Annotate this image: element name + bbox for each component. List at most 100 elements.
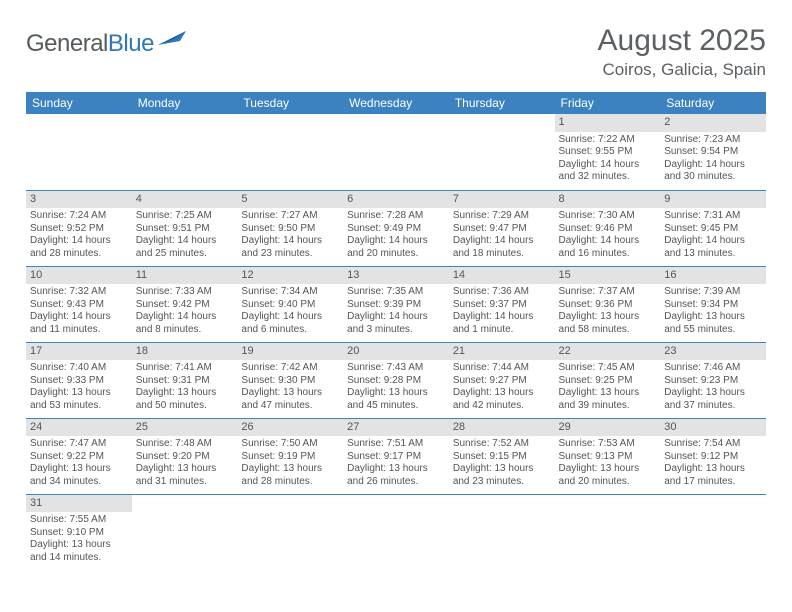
sunset-text: Sunset: 9:45 PM (664, 223, 762, 236)
sunset-text: Sunset: 9:23 PM (664, 375, 762, 388)
sunrise-text: Sunrise: 7:43 AM (347, 362, 445, 375)
day-number: 5 (237, 191, 343, 209)
sunrise-text: Sunrise: 7:54 AM (664, 438, 762, 451)
daylight-text: Daylight: 14 hours and 28 minutes. (30, 235, 128, 260)
day-number: 6 (343, 191, 449, 209)
sunset-text: Sunset: 9:34 PM (664, 299, 762, 312)
calendar-cell: 21Sunrise: 7:44 AMSunset: 9:27 PMDayligh… (449, 342, 555, 418)
calendar-cell-empty (555, 494, 661, 570)
day-number: 27 (343, 419, 449, 437)
calendar-cell: 8Sunrise: 7:30 AMSunset: 9:46 PMDaylight… (555, 190, 661, 266)
sunrise-text: Sunrise: 7:47 AM (30, 438, 128, 451)
daylight-text: Daylight: 14 hours and 6 minutes. (241, 311, 339, 336)
sunset-text: Sunset: 9:12 PM (664, 451, 762, 464)
daylight-text: Daylight: 13 hours and 47 minutes. (241, 387, 339, 412)
calendar-cell: 10Sunrise: 7:32 AMSunset: 9:43 PMDayligh… (26, 266, 132, 342)
calendar-cell: 19Sunrise: 7:42 AMSunset: 9:30 PMDayligh… (237, 342, 343, 418)
daylight-text: Daylight: 13 hours and 45 minutes. (347, 387, 445, 412)
sunset-text: Sunset: 9:25 PM (559, 375, 657, 388)
sunrise-text: Sunrise: 7:30 AM (559, 210, 657, 223)
sunrise-text: Sunrise: 7:48 AM (136, 438, 234, 451)
calendar-cell: 25Sunrise: 7:48 AMSunset: 9:20 PMDayligh… (132, 418, 238, 494)
day-number: 1 (555, 114, 661, 132)
sunset-text: Sunset: 9:22 PM (30, 451, 128, 464)
logo-text-general: General (26, 30, 108, 57)
page-title: August 2025 (598, 24, 766, 58)
logo-text: GeneralBlue (26, 30, 154, 58)
calendar-cell: 20Sunrise: 7:43 AMSunset: 9:28 PMDayligh… (343, 342, 449, 418)
day-number: 26 (237, 419, 343, 437)
daylight-text: Daylight: 13 hours and 53 minutes. (30, 387, 128, 412)
sunset-text: Sunset: 9:31 PM (136, 375, 234, 388)
calendar-cell-empty (237, 114, 343, 190)
day-number: 19 (237, 343, 343, 361)
calendar-cell: 18Sunrise: 7:41 AMSunset: 9:31 PMDayligh… (132, 342, 238, 418)
day-number: 25 (132, 419, 238, 437)
daylight-text: Daylight: 13 hours and 42 minutes. (453, 387, 551, 412)
calendar-cell: 28Sunrise: 7:52 AMSunset: 9:15 PMDayligh… (449, 418, 555, 494)
day-number: 20 (343, 343, 449, 361)
calendar-cell-empty (660, 494, 766, 570)
calendar-row: 24Sunrise: 7:47 AMSunset: 9:22 PMDayligh… (26, 418, 766, 494)
sunrise-text: Sunrise: 7:45 AM (559, 362, 657, 375)
calendar-cell: 14Sunrise: 7:36 AMSunset: 9:37 PMDayligh… (449, 266, 555, 342)
day-number: 10 (26, 267, 132, 285)
calendar-row: 31Sunrise: 7:55 AMSunset: 9:10 PMDayligh… (26, 494, 766, 570)
sunrise-text: Sunrise: 7:32 AM (30, 286, 128, 299)
sunset-text: Sunset: 9:40 PM (241, 299, 339, 312)
calendar-cell-empty (26, 114, 132, 190)
sunset-text: Sunset: 9:30 PM (241, 375, 339, 388)
day-number: 28 (449, 419, 555, 437)
calendar-cell: 16Sunrise: 7:39 AMSunset: 9:34 PMDayligh… (660, 266, 766, 342)
calendar-cell-empty (449, 494, 555, 570)
daylight-text: Daylight: 13 hours and 23 minutes. (453, 463, 551, 488)
sunset-text: Sunset: 9:42 PM (136, 299, 234, 312)
sunrise-text: Sunrise: 7:27 AM (241, 210, 339, 223)
calendar-cell-empty (343, 494, 449, 570)
logo: GeneralBlue (26, 30, 188, 58)
daylight-text: Daylight: 14 hours and 18 minutes. (453, 235, 551, 260)
day-number: 31 (26, 495, 132, 513)
day-number: 8 (555, 191, 661, 209)
sunrise-text: Sunrise: 7:44 AM (453, 362, 551, 375)
day-number: 17 (26, 343, 132, 361)
calendar-cell: 15Sunrise: 7:37 AMSunset: 9:36 PMDayligh… (555, 266, 661, 342)
day-number: 12 (237, 267, 343, 285)
calendar-cell: 7Sunrise: 7:29 AMSunset: 9:47 PMDaylight… (449, 190, 555, 266)
sunrise-text: Sunrise: 7:53 AM (559, 438, 657, 451)
calendar-cell: 31Sunrise: 7:55 AMSunset: 9:10 PMDayligh… (26, 494, 132, 570)
daylight-text: Daylight: 14 hours and 1 minute. (453, 311, 551, 336)
sunrise-text: Sunrise: 7:35 AM (347, 286, 445, 299)
sunrise-text: Sunrise: 7:25 AM (136, 210, 234, 223)
sunset-text: Sunset: 9:52 PM (30, 223, 128, 236)
sunrise-text: Sunrise: 7:42 AM (241, 362, 339, 375)
day-number: 7 (449, 191, 555, 209)
calendar-cell-empty (237, 494, 343, 570)
calendar-cell: 24Sunrise: 7:47 AMSunset: 9:22 PMDayligh… (26, 418, 132, 494)
sunset-text: Sunset: 9:17 PM (347, 451, 445, 464)
sunrise-text: Sunrise: 7:50 AM (241, 438, 339, 451)
calendar-row: 3Sunrise: 7:24 AMSunset: 9:52 PMDaylight… (26, 190, 766, 266)
sunset-text: Sunset: 9:46 PM (559, 223, 657, 236)
calendar-cell: 6Sunrise: 7:28 AMSunset: 9:49 PMDaylight… (343, 190, 449, 266)
day-number: 14 (449, 267, 555, 285)
day-number: 16 (660, 267, 766, 285)
calendar-cell: 13Sunrise: 7:35 AMSunset: 9:39 PMDayligh… (343, 266, 449, 342)
day-number: 2 (660, 114, 766, 132)
daylight-text: Daylight: 14 hours and 20 minutes. (347, 235, 445, 260)
weekday-header: Monday (132, 92, 238, 114)
daylight-text: Daylight: 13 hours and 20 minutes. (559, 463, 657, 488)
calendar-cell: 5Sunrise: 7:27 AMSunset: 9:50 PMDaylight… (237, 190, 343, 266)
sunrise-text: Sunrise: 7:33 AM (136, 286, 234, 299)
calendar-cell-empty (449, 114, 555, 190)
day-number: 22 (555, 343, 661, 361)
daylight-text: Daylight: 13 hours and 37 minutes. (664, 387, 762, 412)
daylight-text: Daylight: 14 hours and 13 minutes. (664, 235, 762, 260)
header-bar: GeneralBlue August 2025 Coiros, Galicia,… (26, 24, 766, 80)
sunrise-text: Sunrise: 7:55 AM (30, 514, 128, 527)
calendar-row: 1Sunrise: 7:22 AMSunset: 9:55 PMDaylight… (26, 114, 766, 190)
sunrise-text: Sunrise: 7:22 AM (559, 134, 657, 147)
day-number: 9 (660, 191, 766, 209)
sunset-text: Sunset: 9:20 PM (136, 451, 234, 464)
sunset-text: Sunset: 9:55 PM (559, 146, 657, 159)
